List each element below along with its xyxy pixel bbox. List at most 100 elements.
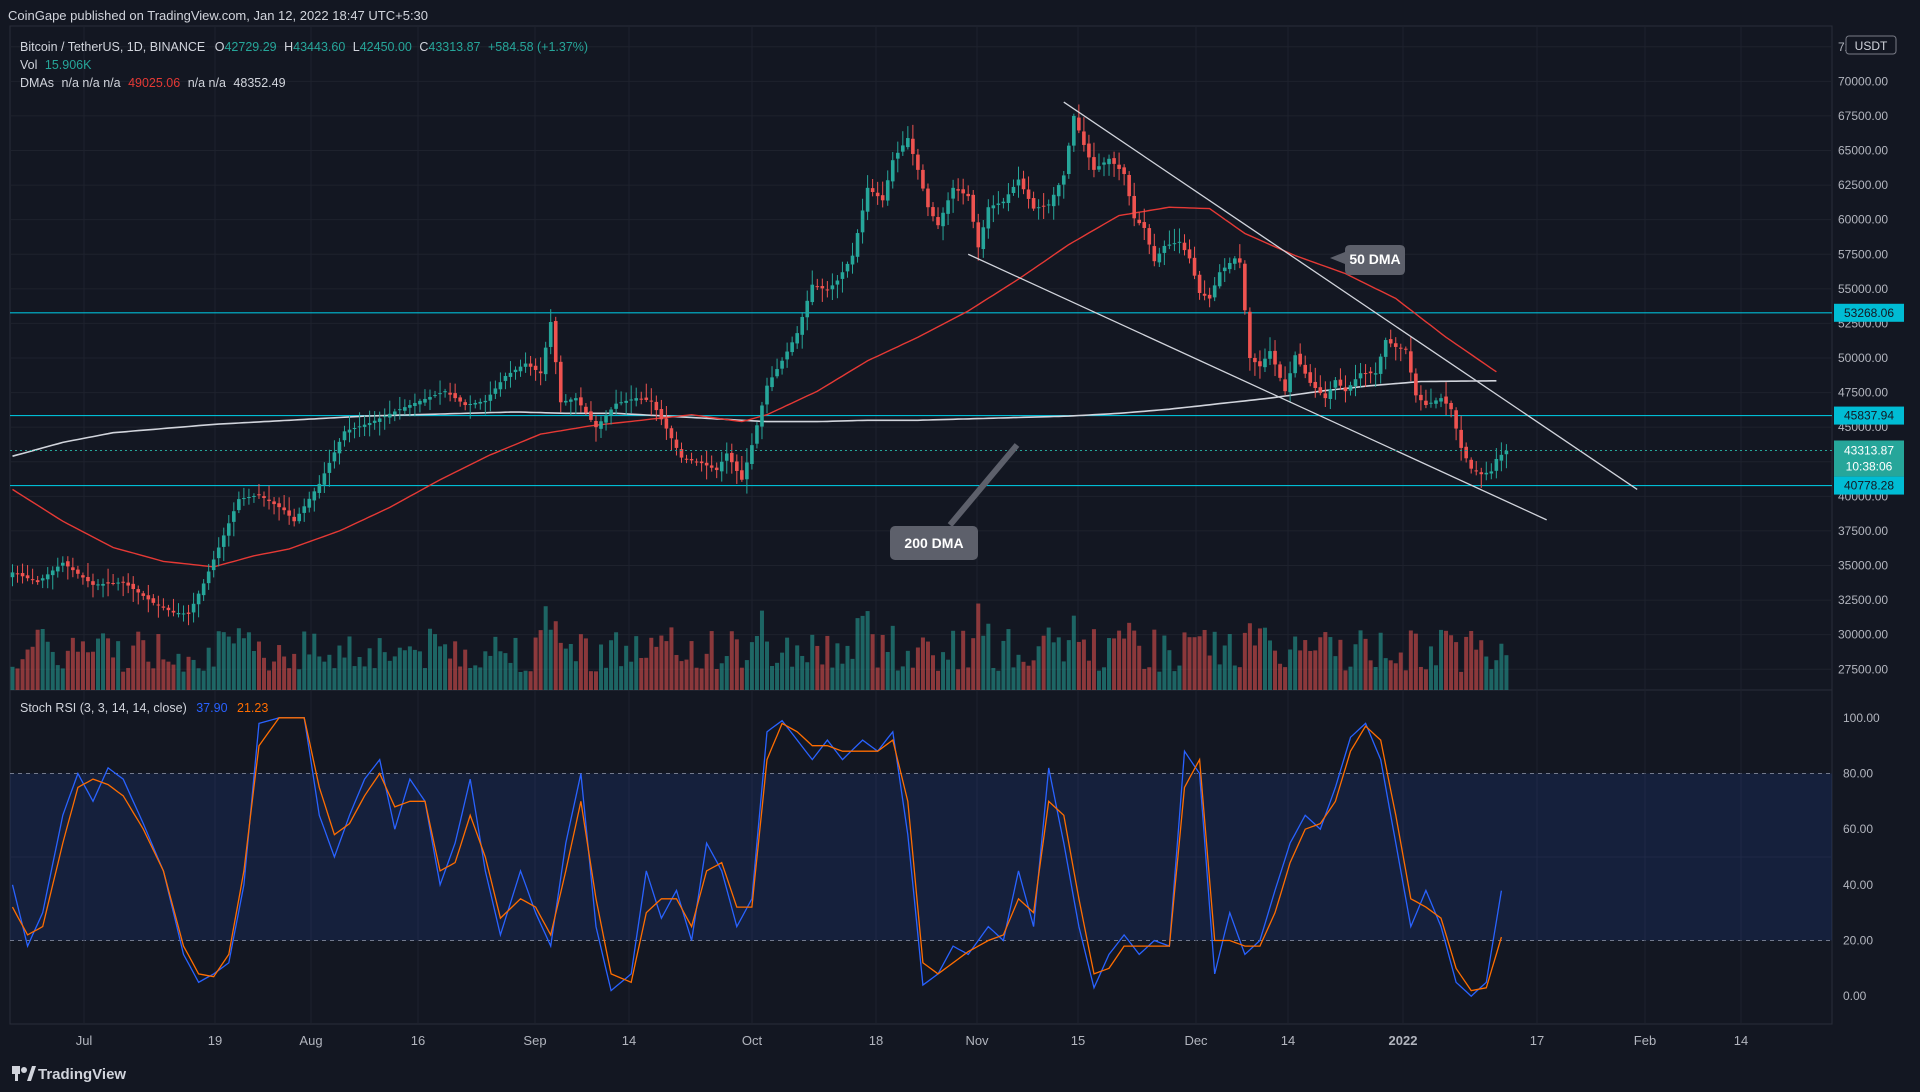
candle-body: [674, 439, 679, 448]
volume-legend[interactable]: Vol 15.906K: [20, 58, 92, 72]
candle-body: [1222, 267, 1227, 272]
candle-body: [226, 523, 231, 536]
candle-body: [307, 498, 312, 508]
volume-bar: [1298, 650, 1303, 690]
volume-bar: [1222, 645, 1227, 690]
price-tick-label: 27500.00: [1838, 662, 1888, 676]
volume-bar: [15, 668, 20, 690]
candle-body: [875, 192, 880, 197]
volume-bar: [1484, 656, 1489, 690]
volume-bar: [1152, 629, 1157, 690]
volume-bar: [1026, 665, 1031, 690]
volume-bar: [624, 645, 629, 690]
symbol-legend[interactable]: Bitcoin / TetherUS, 1D, BINANCE O42729.2…: [20, 40, 588, 54]
dma-50-callout[interactable]: 50 DMA: [1330, 245, 1405, 275]
candle-body: [468, 403, 473, 405]
candle-body: [790, 342, 794, 353]
candle-body: [1207, 294, 1212, 299]
volume-bar: [1237, 667, 1242, 690]
candle-body: [1449, 402, 1453, 410]
volume-bar: [1378, 632, 1383, 690]
candle-body: [1087, 143, 1091, 158]
date-tick-label: Nov: [965, 1033, 989, 1048]
volume-bar: [568, 643, 573, 690]
candle-body: [1197, 274, 1202, 293]
volume-bar: [116, 641, 121, 690]
candle-body: [297, 513, 302, 522]
volume-bar: [1147, 667, 1152, 690]
footer-brand[interactable]: TradingView: [12, 1066, 126, 1083]
change-value: +584.58 (+1.37%): [488, 40, 588, 54]
volume-bar: [976, 603, 981, 690]
volume-bar: [1499, 643, 1504, 690]
volume-bar: [669, 627, 674, 690]
volume-bar: [1051, 642, 1056, 690]
dma-200-callout[interactable]: 200 DMA: [890, 443, 1020, 560]
stoch-tick-label: 20.00: [1843, 934, 1873, 948]
candle-body: [1499, 454, 1504, 461]
volume-bar: [171, 664, 176, 690]
volume-bar: [1428, 646, 1433, 690]
dma-legend[interactable]: DMAs n/a n/a n/a 49025.06 n/a n/a 48352.…: [20, 76, 286, 90]
volume-bar: [322, 661, 327, 690]
candle-body: [1001, 201, 1006, 204]
countdown-label: 10:38:06: [1846, 459, 1893, 473]
candle-body: [1117, 164, 1121, 169]
candle-body: [760, 405, 764, 427]
volume-bar: [825, 635, 830, 690]
volume-bar: [1081, 639, 1086, 690]
candle-body: [1092, 157, 1096, 170]
candle-body: [191, 603, 196, 613]
trendlines[interactable]: [967, 101, 1638, 521]
volume-bar: [417, 651, 422, 690]
volume-bar: [915, 647, 920, 690]
candle-body: [25, 575, 30, 579]
volume-bar: [121, 671, 126, 690]
candle-body: [664, 418, 669, 429]
volume-bar: [493, 636, 498, 690]
volume-bar: [593, 671, 598, 690]
volume-bar: [966, 667, 971, 690]
candle-body: [342, 431, 347, 441]
volume-bar: [1413, 633, 1418, 690]
candle-body: [1006, 194, 1011, 204]
volume-bar: [714, 669, 719, 690]
price-tick-label: 55000.00: [1838, 282, 1888, 296]
volume-bar: [1011, 667, 1016, 690]
volume-bar: [614, 632, 619, 690]
volume-bar: [578, 634, 583, 690]
candle-body: [1187, 249, 1192, 259]
volume-bar: [367, 648, 372, 690]
candle-body: [66, 561, 70, 567]
volume-bar: [1137, 645, 1142, 690]
candle-body: [1318, 387, 1323, 394]
stoch-band-fill: [10, 773, 1832, 941]
volume-bar: [1439, 629, 1444, 690]
candle-body: [1388, 339, 1393, 344]
volume-bar: [528, 671, 533, 690]
volume-bar: [1086, 660, 1091, 690]
trendline-lower[interactable]: [967, 253, 1547, 521]
candle-body: [901, 145, 905, 152]
candle-body: [45, 574, 50, 580]
candle-body: [327, 462, 332, 473]
volume-bar: [765, 641, 769, 690]
date-tick-label: 14: [1734, 1033, 1748, 1048]
candle-body: [267, 499, 271, 502]
candle-body: [1368, 371, 1373, 374]
candle-body: [126, 582, 130, 586]
stoch-legend[interactable]: Stoch RSI (3, 3, 14, 14, close) 37.90 21…: [20, 701, 268, 715]
volume-bar: [498, 651, 503, 690]
currency-box[interactable]: [1845, 35, 1897, 55]
trendline-upper[interactable]: [1063, 101, 1638, 490]
candle-body: [131, 583, 136, 590]
volume-bar: [277, 645, 282, 690]
volume-bar: [106, 638, 111, 690]
candle-body: [629, 399, 633, 401]
candle-body: [1041, 205, 1046, 207]
volume-bar: [402, 650, 407, 690]
volume-bar: [1338, 639, 1343, 690]
volume-bar: [20, 659, 25, 690]
